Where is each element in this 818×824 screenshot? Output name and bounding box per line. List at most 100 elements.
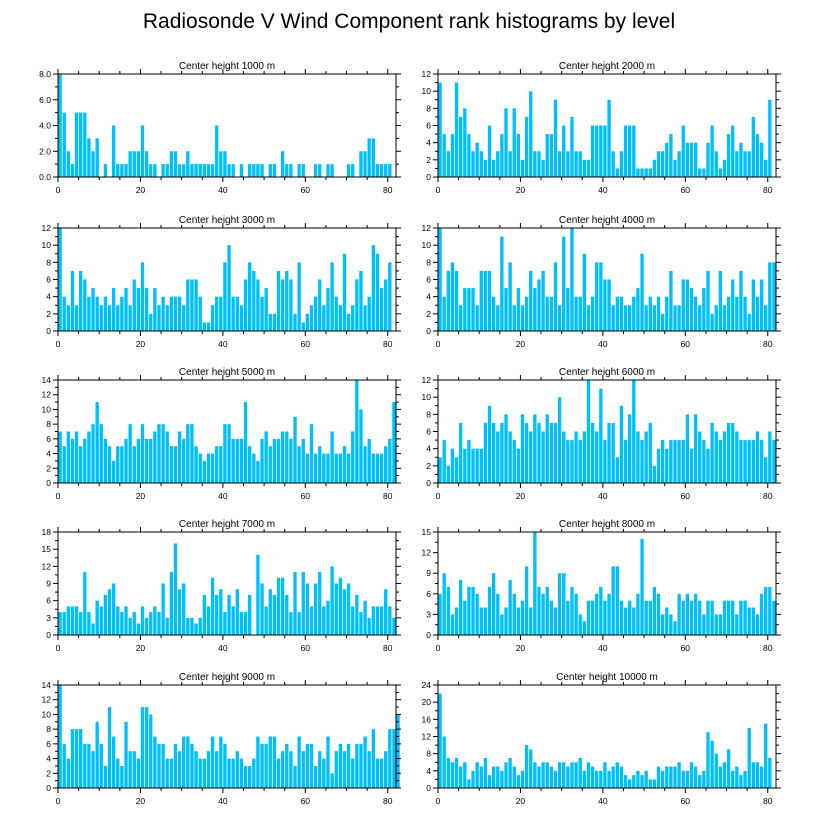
histogram-bar [467, 134, 471, 177]
histogram-bar [239, 758, 244, 788]
histogram-bar [669, 614, 673, 635]
histogram-bar [194, 279, 198, 331]
histogram-bar [169, 572, 174, 635]
histogram-bar [533, 151, 537, 177]
histogram-bar [524, 296, 529, 331]
histogram-bar [743, 600, 747, 635]
histogram-bar [549, 766, 554, 788]
x-tick-label: 60 [681, 643, 691, 653]
histogram-bar [140, 125, 145, 177]
histogram-bar [710, 740, 714, 788]
histogram-bar [231, 164, 235, 177]
histogram-bar [194, 446, 198, 483]
histogram-bar [264, 606, 268, 635]
histogram-bar [367, 438, 371, 483]
panel-title: Center height 7000 m [179, 519, 275, 530]
histogram-bar [285, 270, 289, 331]
histogram-bar [351, 164, 355, 177]
histogram-bar [235, 296, 239, 331]
histogram-bar [442, 134, 446, 177]
histogram-bar [128, 424, 132, 483]
histogram-bar [124, 288, 128, 331]
x-tick-label: 80 [383, 796, 393, 806]
histogram-bar [599, 770, 603, 788]
histogram-bar [120, 612, 124, 635]
histogram-bar [338, 453, 343, 483]
histogram-bar [731, 770, 735, 788]
histogram-bar [566, 151, 570, 177]
histogram-bar [70, 606, 75, 635]
histogram-bar [153, 431, 157, 483]
histogram-bar [95, 600, 99, 635]
histogram-bar [231, 296, 235, 331]
histogram-bar [562, 125, 566, 177]
histogram-bar [590, 422, 595, 483]
histogram-bar [768, 431, 772, 483]
histogram-bar [252, 453, 256, 483]
histogram-bar [446, 757, 450, 788]
histogram-bar [318, 164, 322, 177]
y-tick-label: 24 [422, 680, 432, 690]
histogram-bar [685, 414, 690, 483]
histogram-bar [276, 758, 281, 788]
y-tick-label: 10 [42, 404, 52, 414]
histogram-bar [144, 288, 149, 331]
histogram-bar [714, 753, 718, 788]
histogram-bar [136, 623, 141, 635]
y-tick-label: 10 [42, 240, 52, 250]
histogram-bar [768, 757, 772, 788]
histogram-bar [438, 457, 442, 483]
histogram-bar [595, 262, 599, 331]
histogram-bar [557, 151, 562, 177]
histogram-bar [553, 99, 558, 177]
y-tick-label: 12 [42, 695, 52, 705]
histogram-bar [235, 438, 239, 483]
histogram-bar [541, 593, 545, 635]
histogram-bar [471, 288, 475, 331]
histogram-bar [330, 164, 334, 177]
histogram-bar [632, 775, 636, 788]
x-tick-label: 20 [136, 643, 146, 653]
histogram-bar [252, 758, 256, 788]
x-tick-label: 40 [218, 491, 228, 501]
histogram-panel-4: Center height 4000 m 0 20 40 60 80 0 2 4 6 8 10 12 [422, 215, 781, 349]
x-tick-label: 0 [56, 185, 61, 195]
histogram-bar [280, 431, 285, 483]
histogram-bar [91, 751, 95, 788]
histogram-bar [252, 270, 256, 331]
y-tick-label: 6 [426, 275, 431, 285]
histogram-bar [611, 422, 615, 483]
histogram-bar [379, 164, 384, 177]
histogram-bar [557, 762, 562, 788]
histogram-bar [590, 600, 595, 635]
histogram-bar [442, 573, 446, 635]
histogram-bar [384, 279, 388, 331]
histogram-bar [450, 134, 455, 177]
histogram-bar [182, 305, 186, 331]
histogram-bar [595, 125, 599, 177]
histogram-bar [91, 623, 95, 635]
histogram-bar [107, 446, 112, 483]
histogram-bar [120, 765, 124, 788]
x-tick-label: 40 [598, 339, 608, 349]
histogram-bar [186, 736, 190, 788]
histogram-bar [689, 288, 694, 331]
y-tick-label: 10 [422, 86, 432, 96]
histogram-bar [611, 151, 615, 177]
histogram-bar [553, 422, 558, 483]
panel-title: Center height 2000 m [559, 61, 655, 72]
y-tick-label: 8.0 [39, 69, 51, 79]
histogram-bar [636, 168, 640, 177]
y-tick-label: 10 [422, 392, 432, 402]
y-tick-label: 4 [46, 754, 51, 764]
histogram-bar [346, 583, 351, 635]
histogram-bar [529, 91, 533, 177]
histogram-bar [58, 228, 62, 331]
histogram-bar [120, 164, 124, 177]
histogram-bar [714, 614, 718, 635]
histogram-bar [471, 586, 475, 635]
histogram-bar [392, 617, 396, 635]
histogram-bar [367, 138, 371, 177]
histogram-bar [669, 766, 673, 788]
